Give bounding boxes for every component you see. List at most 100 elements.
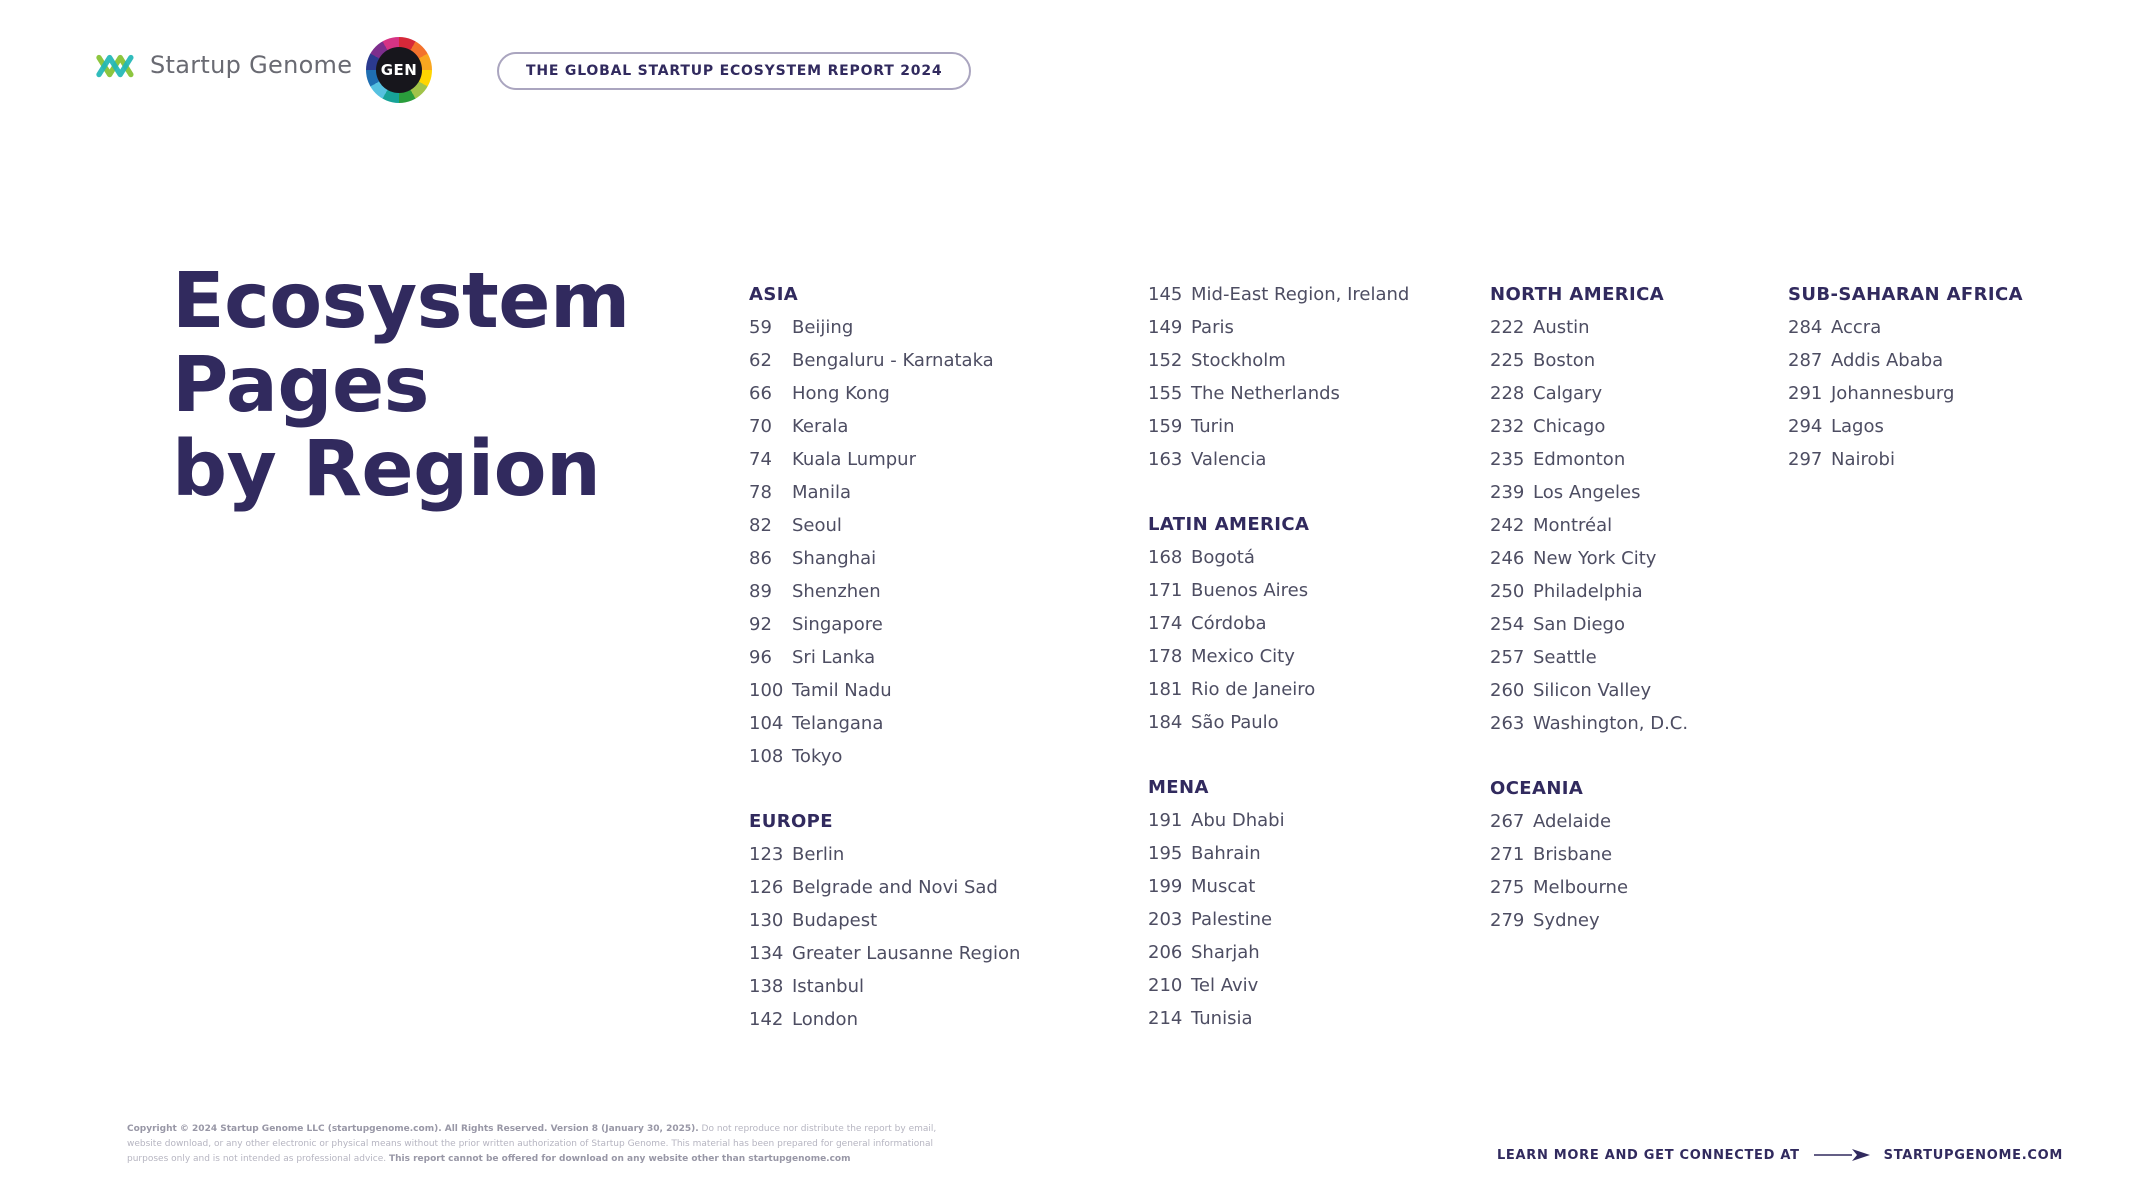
toc-entry[interactable]: 239 Los Angeles (1490, 476, 1782, 509)
toc-entry[interactable]: 104 Telangana (749, 707, 1141, 740)
toc-entry[interactable]: 267 Adelaide (1490, 805, 1782, 838)
toc-entry[interactable]: 254 San Diego (1490, 608, 1782, 641)
toc-entry[interactable]: 235 Edmonton (1490, 443, 1782, 476)
ecosystem-name: The Netherlands (1191, 383, 1340, 404)
toc-entry[interactable]: 210 Tel Aviv (1148, 969, 1483, 1002)
region-heading: MENA (1148, 777, 1209, 798)
toc-entry[interactable]: 257 Seattle (1490, 641, 1782, 674)
toc-entry[interactable]: 174 Córdoba (1148, 607, 1483, 640)
toc-entry[interactable]: 291 Johannesburg (1788, 377, 2088, 410)
page-number: 191 (1148, 810, 1183, 831)
toc-entry[interactable]: 195 Bahrain (1148, 837, 1483, 870)
toc-entry[interactable]: 130 Budapest (749, 904, 1141, 937)
toc-entry[interactable]: 62 Bengaluru - Karnataka (749, 344, 1141, 377)
toc-entry[interactable]: 66 Hong Kong (749, 377, 1141, 410)
toc-entry[interactable]: 242 Montréal (1490, 509, 1782, 542)
page-number: 171 (1148, 580, 1183, 601)
toc-entry[interactable]: 126 Belgrade and Novi Sad (749, 871, 1141, 904)
page-number: 134 (749, 943, 784, 964)
ecosystem-name: Shenzhen (792, 581, 881, 602)
ecosystem-name: Boston (1533, 350, 1596, 371)
toc-column-3: NORTH AMERICA 222 Austin 225 Boston 228 Calgar… (1490, 278, 1782, 937)
ecosystem-name: Los Angeles (1533, 482, 1641, 503)
toc-entry[interactable]: 191 Abu Dhabi (1148, 804, 1483, 837)
toc-entry[interactable]: 152 Stockholm (1148, 344, 1483, 377)
toc-entry[interactable]: 74 Kuala Lumpur (749, 443, 1141, 476)
toc-entry[interactable]: 246 New York City (1490, 542, 1782, 575)
ecosystem-name: Paris (1191, 317, 1234, 338)
page-number: 263 (1490, 713, 1525, 734)
toc-entry[interactable]: 228 Calgary (1490, 377, 1782, 410)
toc-entry[interactable]: 78 Manila (749, 476, 1141, 509)
toc-entry[interactable]: 96 Sri Lanka (749, 641, 1141, 674)
page-number: 126 (749, 877, 784, 898)
page-number: 92 (749, 614, 772, 635)
toc-entry[interactable]: 70 Kerala (749, 410, 1141, 443)
ecosystem-name: Kuala Lumpur (792, 449, 916, 470)
toc-entry[interactable]: 294 Lagos (1788, 410, 2088, 443)
page-number: 257 (1490, 647, 1525, 668)
toc-entry[interactable]: 142 London (749, 1003, 1141, 1036)
page-number: 174 (1148, 613, 1183, 634)
page-number: 246 (1490, 548, 1525, 569)
toc-entry[interactable]: 184 São Paulo (1148, 706, 1483, 739)
toc-entry[interactable]: 214 Tunisia (1148, 1002, 1483, 1035)
page-number: 149 (1148, 317, 1183, 338)
report-title-badge: THE GLOBAL STARTUP ECOSYSTEM REPORT 2024 (497, 52, 972, 90)
page-number: 74 (749, 449, 772, 470)
toc-entry[interactable]: 82 Seoul (749, 509, 1141, 542)
toc-entry[interactable]: 287 Addis Ababa (1788, 344, 2088, 377)
toc-entry[interactable]: 232 Chicago (1490, 410, 1782, 443)
page-number: 82 (749, 515, 772, 536)
toc-entry[interactable]: 284 Accra (1788, 311, 2088, 344)
ecosystem-name: Brisbane (1533, 844, 1613, 865)
ecosystem-name: Tunisia (1191, 1008, 1253, 1029)
toc-entry[interactable]: 168 Bogotá (1148, 541, 1483, 574)
toc-entry[interactable]: 134 Greater Lausanne Region (749, 937, 1141, 970)
page-number: 78 (749, 482, 772, 503)
toc-entry[interactable]: 59 Beijing (749, 311, 1141, 344)
toc-entry[interactable]: 203 Palestine (1148, 903, 1483, 936)
copyright-regular: Do not reproduce nor distribute the repo… (127, 1124, 937, 1164)
toc-entry[interactable]: 222 Austin (1490, 311, 1782, 344)
ecosystem-name: Abu Dhabi (1191, 810, 1285, 831)
startupgenome-link[interactable]: STARTUPGENOME.COM (1883, 1147, 2063, 1163)
toc-entry[interactable]: 145 Mid-East Region, Ireland (1148, 278, 1483, 311)
page-number: 291 (1788, 383, 1823, 404)
toc-entry[interactable]: 271 Brisbane (1490, 838, 1782, 871)
toc-entry[interactable]: 138 Istanbul (749, 970, 1141, 1003)
toc-entry[interactable]: 155 The Netherlands (1148, 377, 1483, 410)
toc-entry[interactable]: 199 Muscat (1148, 870, 1483, 903)
toc-entry[interactable]: 250 Philadelphia (1490, 575, 1782, 608)
ecosystem-name: Palestine (1191, 909, 1273, 930)
toc-entry[interactable]: 297 Nairobi (1788, 443, 2088, 476)
ecosystem-name: Montréal (1533, 515, 1613, 536)
toc-entry[interactable]: 225 Boston (1490, 344, 1782, 377)
page-number: 184 (1148, 712, 1183, 733)
ecosystem-name: Rio de Janeiro (1191, 679, 1316, 700)
toc-entry[interactable]: 159 Turin (1148, 410, 1483, 443)
toc-entry[interactable]: 171 Buenos Aires (1148, 574, 1483, 607)
region-section-oceania: OCEANIA 267 Adelaide 271 Brisbane 275 Melbourn… (1490, 772, 1782, 937)
page-title-line-3: by Region (172, 425, 601, 514)
toc-entry[interactable]: 100 Tamil Nadu (749, 674, 1141, 707)
ecosystem-name: Córdoba (1191, 613, 1267, 634)
toc-entry[interactable]: 86 Shanghai (749, 542, 1141, 575)
startup-genome-logo-text: Startup Genome (150, 51, 353, 79)
page-number: 178 (1148, 646, 1183, 667)
toc-entry[interactable]: 89 Shenzhen (749, 575, 1141, 608)
toc-entry[interactable]: 181 Rio de Janeiro (1148, 673, 1483, 706)
toc-entry[interactable]: 178 Mexico City (1148, 640, 1483, 673)
toc-entry[interactable]: 263 Washington, D.C. (1490, 707, 1782, 740)
toc-entry[interactable]: 149 Paris (1148, 311, 1483, 344)
toc-entry[interactable]: 92 Singapore (749, 608, 1141, 641)
toc-entry[interactable]: 123 Berlin (749, 838, 1141, 871)
page-number: 222 (1490, 317, 1525, 338)
ecosystem-name: Tamil Nadu (792, 680, 892, 701)
toc-entry[interactable]: 163 Valencia (1148, 443, 1483, 476)
toc-entry[interactable]: 108 Tokyo (749, 740, 1141, 773)
toc-entry[interactable]: 206 Sharjah (1148, 936, 1483, 969)
toc-entry[interactable]: 279 Sydney (1490, 904, 1782, 937)
toc-entry[interactable]: 275 Melbourne (1490, 871, 1782, 904)
toc-entry[interactable]: 260 Silicon Valley (1490, 674, 1782, 707)
